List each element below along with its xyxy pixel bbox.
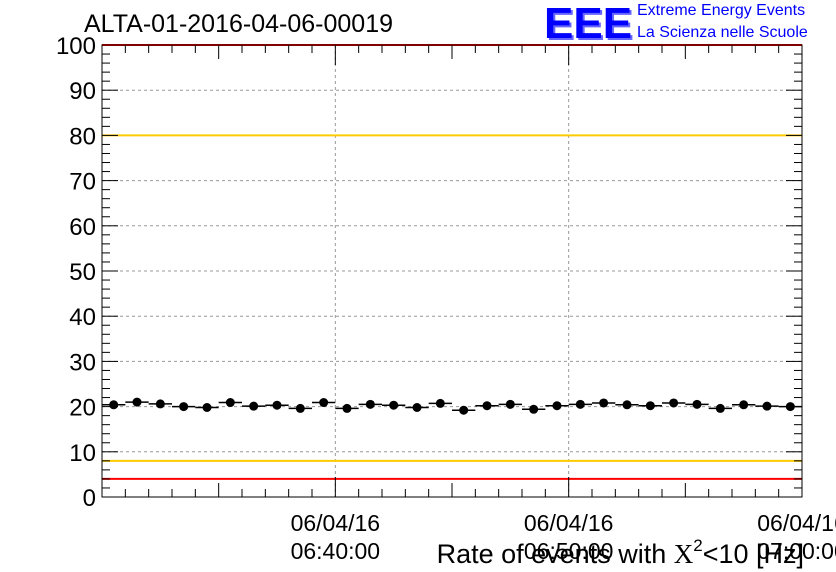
data-point: [295, 403, 305, 413]
x-tick-label-date: 06/04/16: [757, 510, 836, 536]
data-point: [505, 399, 515, 409]
data-point: [179, 402, 189, 412]
chart-title: ALTA-01-2016-04-06-00019: [84, 10, 393, 38]
axis-labels: 010203040506070809010006/04/1606:40:0006…: [56, 33, 836, 564]
data-point: [272, 400, 282, 410]
x-tick-label-time: 06:50:00: [524, 538, 614, 564]
data-point: [389, 400, 399, 410]
reference-lines: [102, 44, 802, 480]
data-point: [575, 399, 585, 409]
x-axis-title-before: Rate of events with: [437, 539, 674, 569]
data-point: [319, 398, 329, 408]
data-points: [102, 397, 802, 415]
data-point: [202, 403, 212, 413]
y-tick-label: 80: [69, 123, 96, 150]
data-point: [365, 399, 375, 409]
data-point: [692, 399, 702, 409]
data-point: [132, 397, 142, 407]
y-tick-label: 90: [69, 78, 96, 105]
data-point: [715, 403, 725, 413]
y-tick-label: 0: [83, 485, 96, 512]
x-axis-title: Rate of events with X2<10 [Hz]: [437, 536, 804, 569]
brand-line-1: Extreme Energy Events: [637, 2, 806, 19]
data-point: [529, 404, 539, 414]
y-tick-label: 60: [69, 214, 96, 241]
data-point: [669, 398, 679, 408]
y-tick-label: 10: [69, 440, 96, 467]
y-tick-label: 100: [56, 33, 96, 60]
data-point: [249, 401, 259, 411]
data-point: [225, 398, 235, 408]
data-point: [552, 401, 562, 411]
data-point: [739, 400, 749, 410]
data-point: [435, 398, 445, 408]
x-axis-title-after: <10 [Hz]: [703, 539, 804, 569]
x-tick-label-time: 06:40:00: [291, 538, 381, 564]
y-tick-label: 50: [69, 259, 96, 286]
x-tick-label-time: 07:00:00: [757, 538, 836, 564]
data-point: [599, 398, 609, 408]
x-tick-label-date: 06/04/16: [291, 510, 381, 536]
logo-text-shadow: EEE: [546, 1, 634, 48]
y-tick-label: 40: [69, 304, 96, 331]
y-tick-label: 20: [69, 395, 96, 422]
data-point: [155, 399, 165, 409]
x-tick-label-date: 06/04/16: [524, 510, 614, 536]
data-point: [762, 401, 772, 411]
x-axis-title-chi: X: [674, 539, 694, 569]
brand-line-2: La Scienza nelle Scuole: [637, 24, 808, 41]
data-point: [645, 401, 655, 411]
eee-logo: EEE EEE: [544, 0, 634, 48]
grid-lines: [102, 45, 802, 497]
data-point: [459, 405, 469, 415]
data-point: [342, 403, 352, 413]
data-point: [412, 403, 422, 413]
data-point: [482, 401, 492, 411]
data-point: [622, 400, 632, 410]
y-tick-label: 30: [69, 349, 96, 376]
axis-ticks: [101, 44, 803, 498]
logo-text: EEE: [544, 0, 632, 48]
y-tick-label: 70: [69, 169, 96, 196]
x-axis-title-superscript: 2: [693, 536, 702, 555]
data-point: [109, 400, 119, 410]
